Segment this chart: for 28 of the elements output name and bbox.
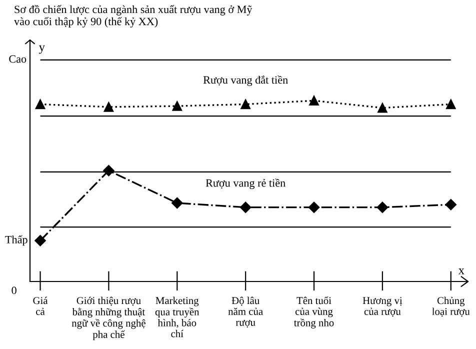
x-tick-label: Marketing qua truyền hình, báo chí xyxy=(155,296,200,338)
chart-title: Sơ đồ chiến lược của ngành sản xuất rượu vang ở Mỹ vào cuối thập kỷ 90 (thế kỷ XX) xyxy=(14,5,252,28)
point xyxy=(308,202,320,213)
point xyxy=(34,235,46,246)
ref-line-label: Cao xyxy=(9,55,26,63)
point xyxy=(376,202,388,213)
x-tick-label: Giới thiệu rượu bằng những thuật ngữ về công nghệ pha chế xyxy=(72,296,146,340)
point xyxy=(240,99,250,110)
x-tick-label: Tên tuổi của vùng trồng nho xyxy=(294,296,334,328)
point xyxy=(378,103,388,113)
x-tick-label: Hương vị của rượu xyxy=(362,297,402,317)
x-axis-title: x xyxy=(458,268,464,274)
point xyxy=(446,99,456,110)
x-tick-label: Giá cả xyxy=(33,296,48,315)
point xyxy=(309,96,319,106)
x-tick-label: Độ lâu năm của rượu xyxy=(228,296,263,328)
text: 0 xyxy=(12,286,16,294)
y-axis-title: y xyxy=(38,45,45,54)
point xyxy=(240,202,252,213)
point xyxy=(445,199,456,210)
x-tick-label: Chủng loại rượu xyxy=(432,296,470,317)
point xyxy=(172,197,183,209)
point xyxy=(172,101,182,111)
text: Thấp xyxy=(5,235,28,246)
series-label: Rượu vang rẻ tiền xyxy=(206,178,286,190)
point xyxy=(35,99,46,110)
point xyxy=(104,102,114,112)
series-label: Rượu vang đắt tiền xyxy=(203,76,288,86)
